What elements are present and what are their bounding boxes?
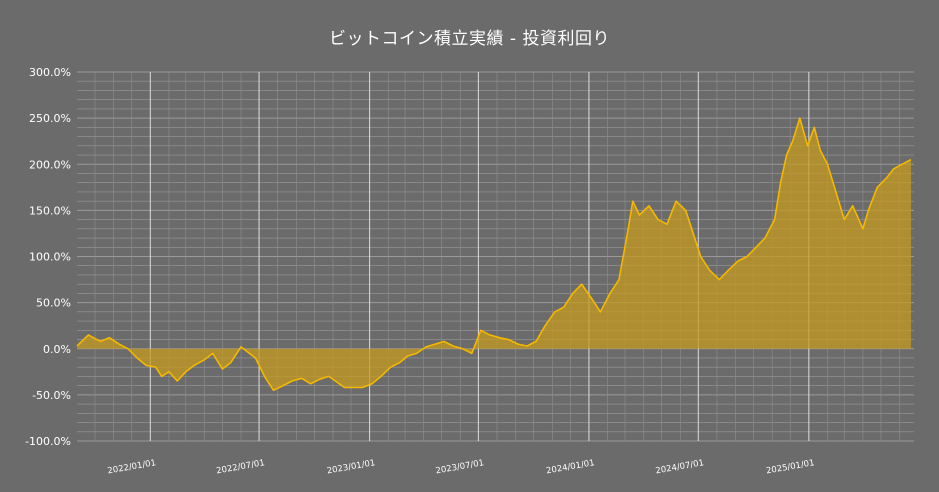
chart-title: ビットコイン積立実績 ‐ 投資利回り <box>329 29 610 49</box>
return-line <box>76 117 912 392</box>
y-axis-ticks: 300.0% 250.0% 200.0% 150.0% 100.0% 50.0% 0.0% -… <box>25 66 71 448</box>
x-tick-label: 2022/01/01 <box>107 458 157 476</box>
y-tick-label: 250.0% <box>29 112 71 125</box>
return-area <box>77 118 911 391</box>
y-tick-label: 200.0% <box>29 158 71 171</box>
y-tick-label: 50.0% <box>36 297 71 310</box>
y-tick-label: 300.0% <box>29 66 71 79</box>
y-tick-label: 150.0% <box>29 204 71 217</box>
x-tick-label: 2025/01/01 <box>765 458 815 476</box>
x-tick-label: 2023/01/01 <box>326 458 376 476</box>
y-tick-label: -50.0% <box>32 389 71 402</box>
x-tick-label: 2024/01/01 <box>545 458 595 476</box>
area-layer <box>76 117 912 392</box>
x-tick-label: 2022/07/01 <box>216 458 266 476</box>
x-tick-label: 2024/07/01 <box>655 458 705 476</box>
y-tick-label: 0.0% <box>43 343 71 356</box>
x-tick-label: 2023/07/01 <box>435 458 485 476</box>
y-tick-label: -100.0% <box>25 435 71 448</box>
y-tick-label: 100.0% <box>29 251 71 264</box>
x-axis-ticks: 2022/01/01 2022/07/01 2023/01/01 2023/07/01… <box>107 458 816 476</box>
